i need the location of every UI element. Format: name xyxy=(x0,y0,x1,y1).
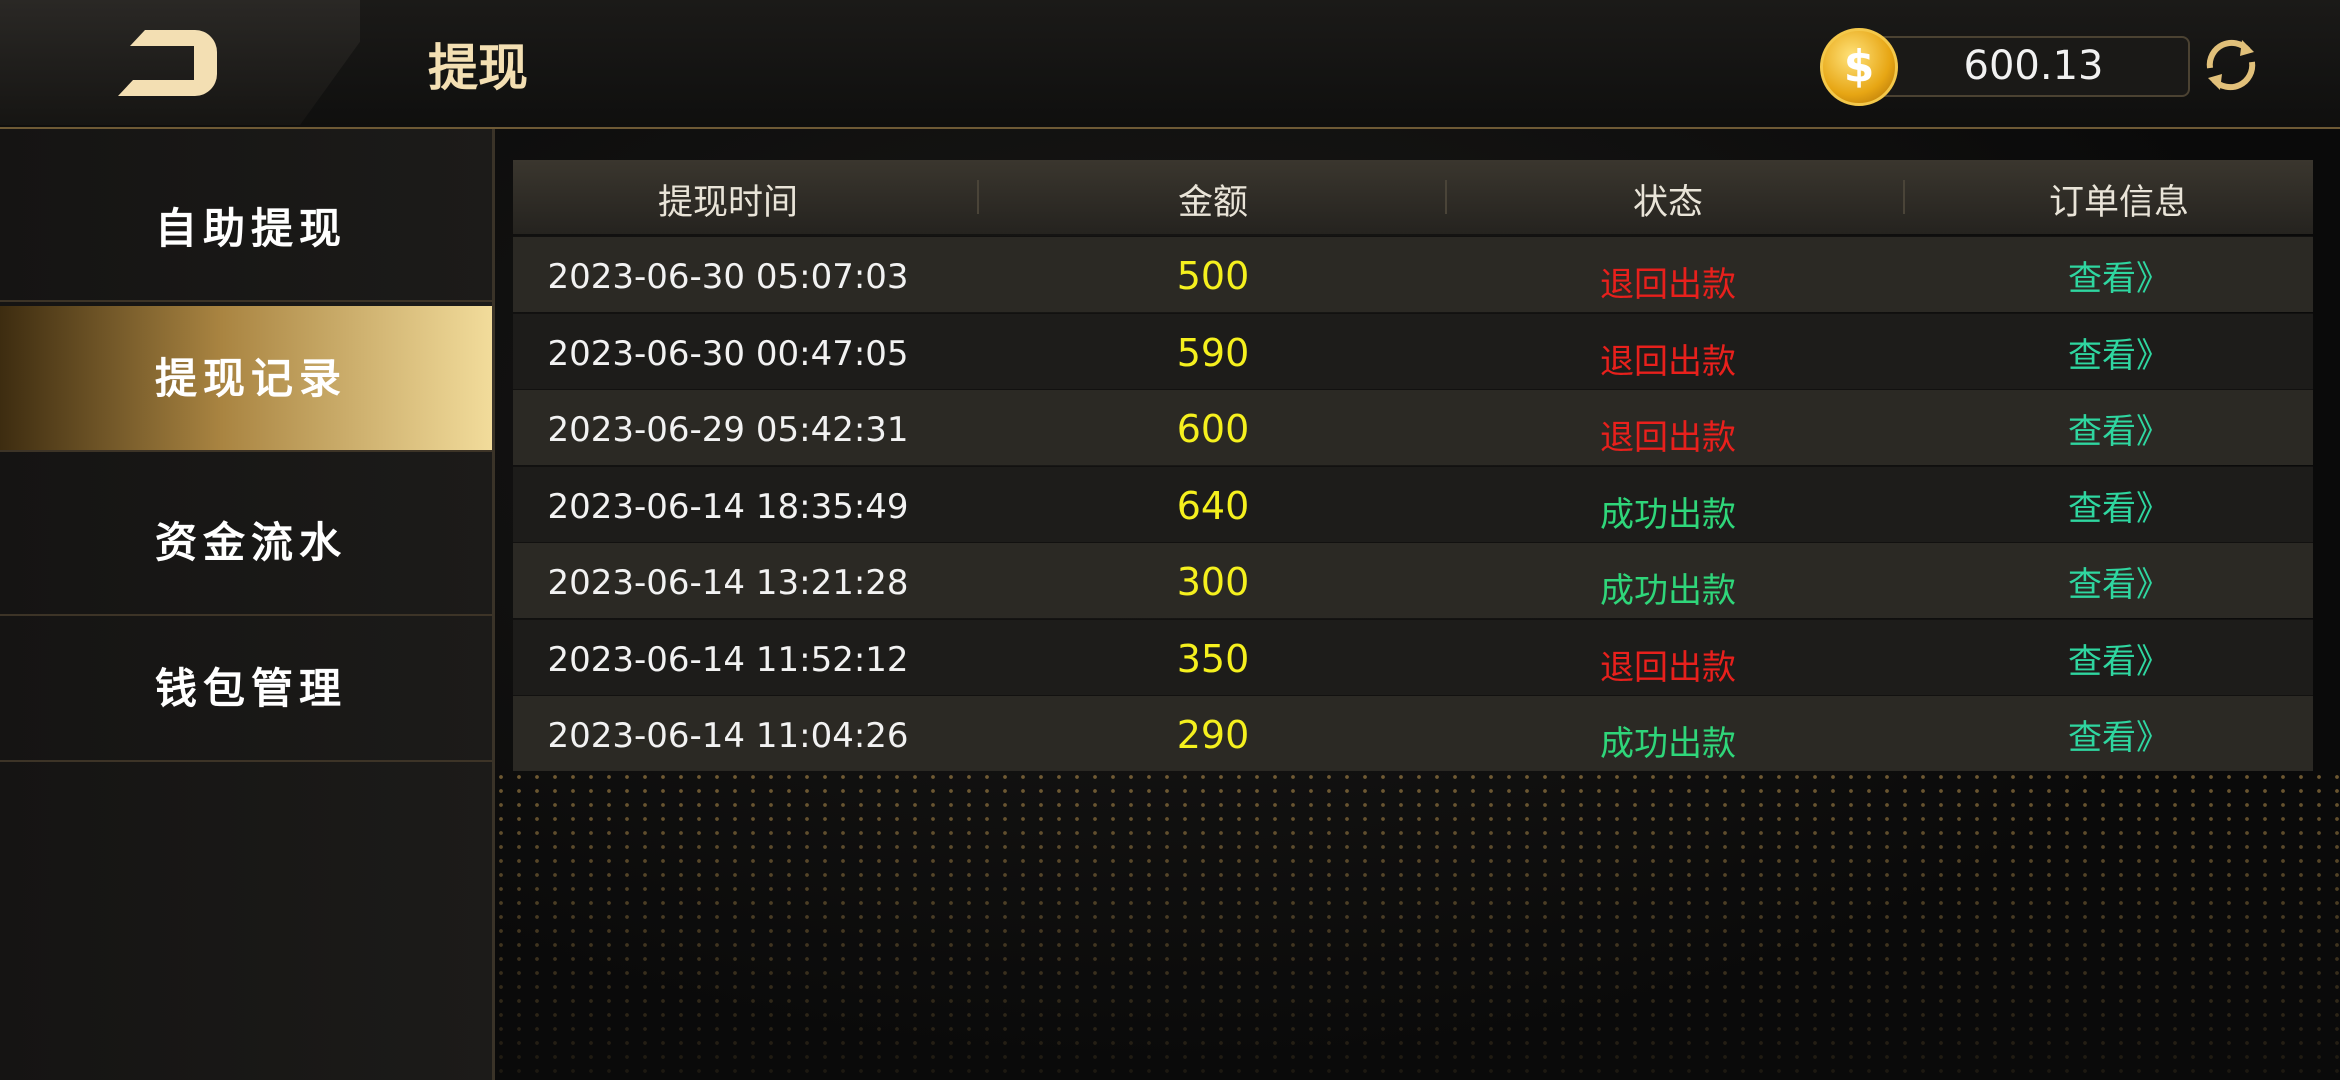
detail-link[interactable]: 查看》 xyxy=(2068,641,2170,682)
refresh-arrows xyxy=(2208,40,2254,90)
record-amount: 590 xyxy=(1176,330,1250,375)
sidebar-item[interactable]: 钱包管理 xyxy=(0,616,492,762)
sidebar-item[interactable]: 资金流水 xyxy=(0,470,492,616)
table-row: 2023-06-14 18:35:49 640 成功出款 查看》 xyxy=(513,465,2313,542)
sidebar-item[interactable]: 提现记录 xyxy=(0,306,492,452)
refresh-button[interactable] xyxy=(2196,30,2266,100)
column-divider xyxy=(977,180,979,214)
record-time: 2023-06-30 00:47:05 xyxy=(547,333,909,374)
record-amount: 290 xyxy=(1176,713,1250,757)
record-status: 成功出款 xyxy=(1600,571,1736,611)
record-status: 退回出款 xyxy=(1600,341,1736,382)
balance: 600.13 xyxy=(1877,36,2190,97)
column-header: 提现时间 xyxy=(657,183,799,223)
column-divider xyxy=(1903,180,1905,214)
detail-link[interactable]: 查看》 xyxy=(2068,488,2170,529)
detail-link[interactable]: 查看》 xyxy=(2068,565,2170,605)
detail-link[interactable]: 查看》 xyxy=(2068,412,2170,452)
back-glyph xyxy=(118,30,217,96)
record-time: 2023-06-30 05:07:03 xyxy=(547,257,909,297)
table-row: 2023-06-30 05:07:03 500 退回出款 查看》 xyxy=(513,236,2313,312)
column-divider xyxy=(1445,180,1447,214)
dot-background xyxy=(492,770,2340,1080)
record-time: 2023-06-14 13:21:28 xyxy=(547,563,909,603)
table-row: 2023-06-30 00:47:05 590 退回出款 查看》 xyxy=(513,312,2313,389)
detail-link[interactable]: 查看》 xyxy=(2068,259,2170,299)
table-row: 2023-06-14 11:04:26 290 成功出款 查看》 xyxy=(513,695,2313,771)
record-amount: 640 xyxy=(1176,483,1250,528)
record-amount: 300 xyxy=(1176,560,1250,604)
record-status: 成功出款 xyxy=(1600,494,1736,535)
record-status: 退回出款 xyxy=(1600,418,1736,458)
record-time: 2023-06-14 11:04:26 xyxy=(547,716,909,756)
table-row: 2023-06-14 11:52:12 350 退回出款 查看》 xyxy=(513,618,2313,695)
detail-link[interactable]: 查看》 xyxy=(2068,718,2170,758)
record-time: 2023-06-14 18:35:49 xyxy=(547,486,909,527)
table-row: 2023-06-14 13:21:28 300 成功出款 查看》 xyxy=(513,542,2313,618)
record-status: 成功出款 xyxy=(1600,724,1736,764)
column-header: 订单信息 xyxy=(2048,183,2190,223)
table-header: 提现时间 金额 状态 订单信息 xyxy=(513,160,2313,234)
record-status: 退回出款 xyxy=(1600,265,1736,305)
sidebar: 自助提现 提现记录资金流水 钱包管理 xyxy=(0,129,495,1080)
detail-link[interactable]: 查看》 xyxy=(2068,335,2170,376)
back-icon xyxy=(118,30,217,96)
record-time: 2023-06-29 05:42:31 xyxy=(547,410,909,450)
coin-icon: $ xyxy=(1820,28,1898,106)
column-header: 金额 xyxy=(1177,183,1249,223)
page-title: 提现 xyxy=(428,39,528,97)
record-amount: 600 xyxy=(1176,407,1250,451)
sidebar-item[interactable]: 自助提现 xyxy=(0,156,492,302)
header: 提现 600.13 $ xyxy=(0,0,2340,129)
record-amount: 500 xyxy=(1176,254,1250,298)
column-header: 状态 xyxy=(1632,183,1704,223)
table-row: 2023-06-29 05:42:31 600 退回出款 查看》 xyxy=(513,389,2313,465)
back-button[interactable] xyxy=(0,0,360,125)
record-status: 退回出款 xyxy=(1600,647,1736,688)
record-time: 2023-06-14 11:52:12 xyxy=(547,639,909,680)
record-amount: 350 xyxy=(1176,636,1250,681)
